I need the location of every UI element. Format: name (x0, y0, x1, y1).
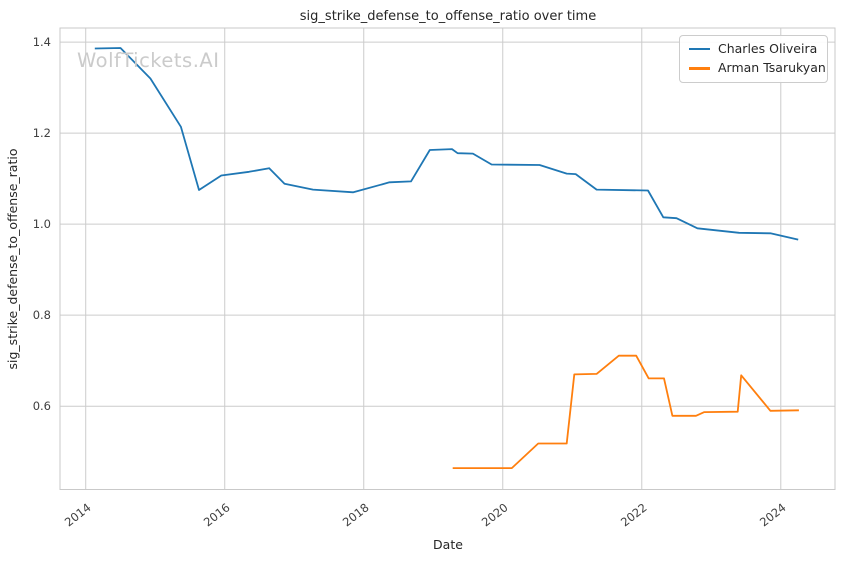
legend: Charles Oliveira Arman Tsarukyan (679, 35, 828, 83)
plot-area: 2014 2016 2018 2020 2022 2024 0.6 0.8 1.0 1.2 1.4 (33, 27, 836, 529)
series-line-arman-tsarukyan (452, 354, 799, 470)
x-tick-label: 2022 (618, 500, 650, 529)
x-tick-label: 2020 (479, 500, 511, 529)
x-tick-label: 2014 (62, 500, 94, 529)
series-line-charles-oliveira (94, 47, 799, 241)
legend-item-charles-oliveira: Charles Oliveira (689, 41, 819, 56)
y-tick-label: 1.2 (33, 126, 51, 140)
y-tick-label: 0.8 (33, 308, 51, 322)
legend-line-swatch-blue (689, 47, 710, 51)
legend-label: Charles Oliveira (718, 41, 818, 56)
x-tick-label: 2016 (201, 500, 233, 529)
y-axis-label: sig_strike_defense_to_offense_ratio (5, 149, 20, 370)
legend-label: Arman Tsarukyan (718, 60, 826, 76)
x-tick-label: 2018 (340, 500, 372, 529)
chart-title: sig_strike_defense_to_offense_ratio over… (300, 9, 596, 24)
plot-border (59, 27, 836, 490)
legend-item-arman-tsarukyan: Arman Tsarukyan (689, 60, 826, 75)
y-tick-label: 1.4 (33, 35, 51, 49)
x-tick-label: 2024 (757, 500, 789, 529)
watermark: WolfTickets.AI (77, 49, 220, 72)
y-tick-label: 1.0 (33, 217, 51, 231)
legend-line-swatch-orange (689, 67, 710, 70)
y-tick-label: 0.6 (33, 399, 51, 413)
x-axis-label: Date (433, 537, 463, 552)
